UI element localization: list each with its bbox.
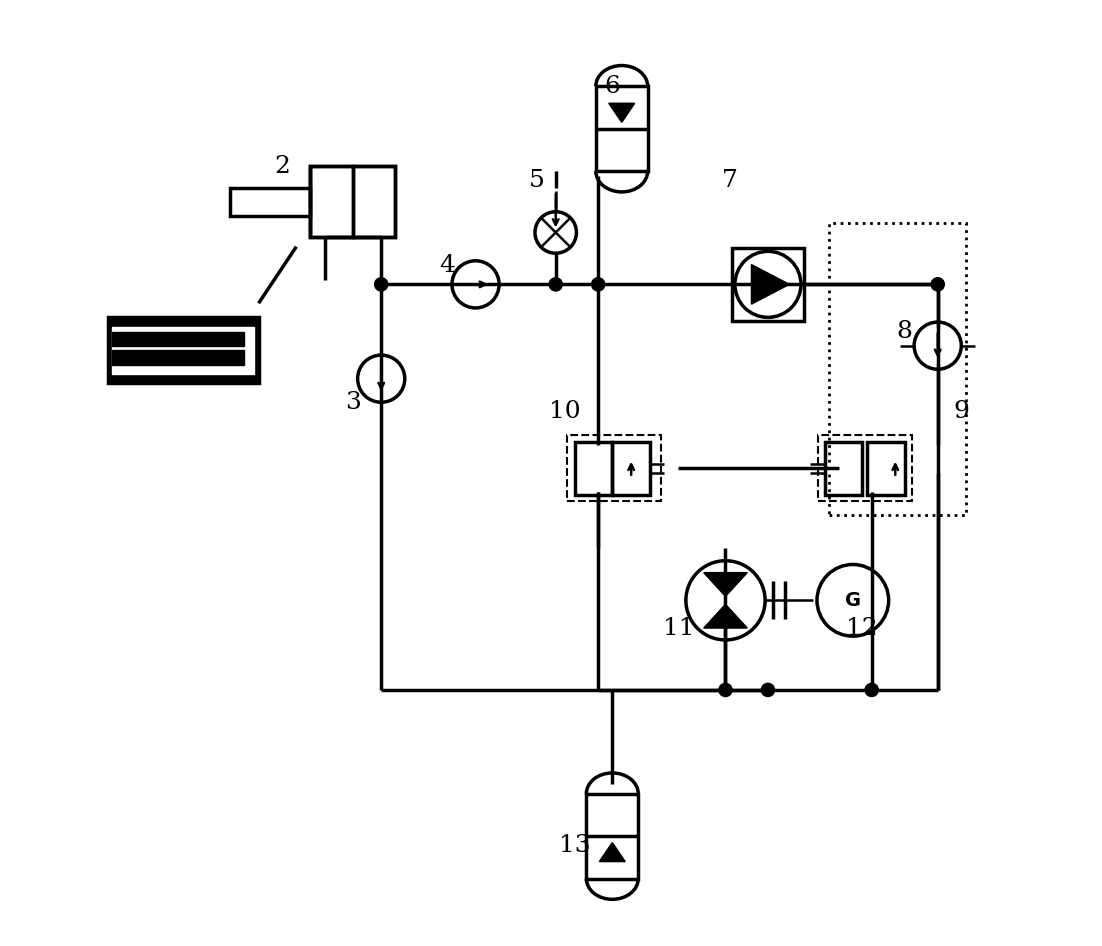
Polygon shape	[704, 572, 747, 596]
Circle shape	[865, 683, 878, 696]
Circle shape	[931, 278, 944, 291]
Text: 10: 10	[549, 400, 581, 423]
Circle shape	[761, 683, 775, 696]
Text: 5: 5	[529, 169, 544, 192]
Bar	[112, 326, 253, 374]
Bar	[311, 166, 396, 237]
Bar	[596, 86, 648, 171]
Bar	[613, 442, 650, 495]
Bar	[112, 331, 245, 345]
Bar	[353, 166, 396, 237]
Bar	[818, 435, 912, 501]
Bar	[112, 350, 245, 364]
Bar	[867, 442, 905, 495]
Bar	[108, 317, 259, 383]
Bar	[732, 248, 804, 321]
Text: 8: 8	[897, 320, 912, 343]
Text: 6: 6	[604, 75, 620, 97]
Text: 7: 7	[722, 169, 738, 192]
Polygon shape	[608, 103, 635, 122]
Circle shape	[592, 278, 605, 291]
Text: 1: 1	[138, 348, 153, 372]
Text: 9: 9	[953, 400, 970, 423]
Bar	[311, 166, 353, 237]
Polygon shape	[599, 843, 625, 862]
Polygon shape	[704, 604, 747, 628]
Text: 2: 2	[274, 155, 290, 178]
Bar	[824, 442, 862, 495]
Text: 12: 12	[846, 617, 878, 640]
Bar	[574, 442, 613, 495]
Text: 3: 3	[345, 391, 360, 413]
Bar	[829, 223, 966, 516]
Bar	[586, 794, 638, 879]
Text: G: G	[845, 591, 861, 610]
Text: 11: 11	[662, 617, 694, 640]
Circle shape	[375, 278, 388, 291]
Polygon shape	[752, 265, 789, 305]
Bar	[568, 435, 661, 501]
Circle shape	[719, 683, 732, 696]
Text: 13: 13	[559, 834, 591, 857]
Circle shape	[549, 278, 562, 291]
Text: 4: 4	[440, 254, 455, 277]
Bar	[230, 188, 311, 217]
